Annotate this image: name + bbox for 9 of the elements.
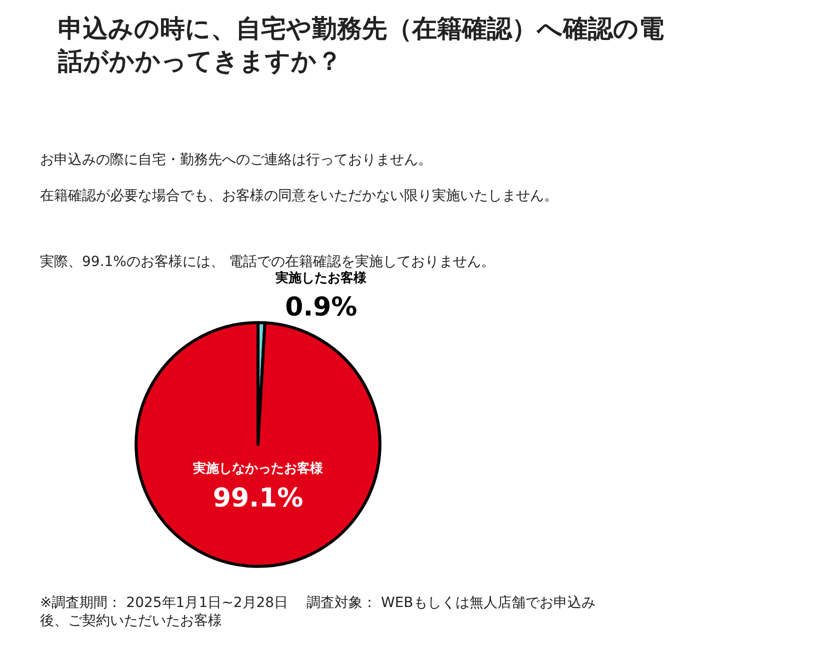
slice-label: 実施しなかったお客様 — [192, 460, 324, 477]
data-label: 99.1% — [212, 483, 304, 514]
text: 在籍確認が必要な場合でも、お客様の同意をいただかない限り実施いたしません。 — [40, 188, 558, 204]
text: 実際、99.1%のお客様には、 電話での在籍確認を実施しておりません。 — [40, 254, 495, 270]
chart-title: 申込みの時に、自宅や勤務先（在籍確認）へ確認の電話がかかってきますか？ — [57, 14, 664, 76]
data-label: 0.9% — [285, 292, 358, 323]
text: お申込みの際に自宅・勤務先へのご連絡は行っておりません。 — [40, 152, 432, 168]
text: ※調査期間： 2025年1月1日~2月28日 調査対象： WEBもしくは無人店舗でお申込み後、ご契約いただいたお客様 — [40, 595, 596, 630]
slice-label: 実施したお客様 — [274, 270, 368, 286]
